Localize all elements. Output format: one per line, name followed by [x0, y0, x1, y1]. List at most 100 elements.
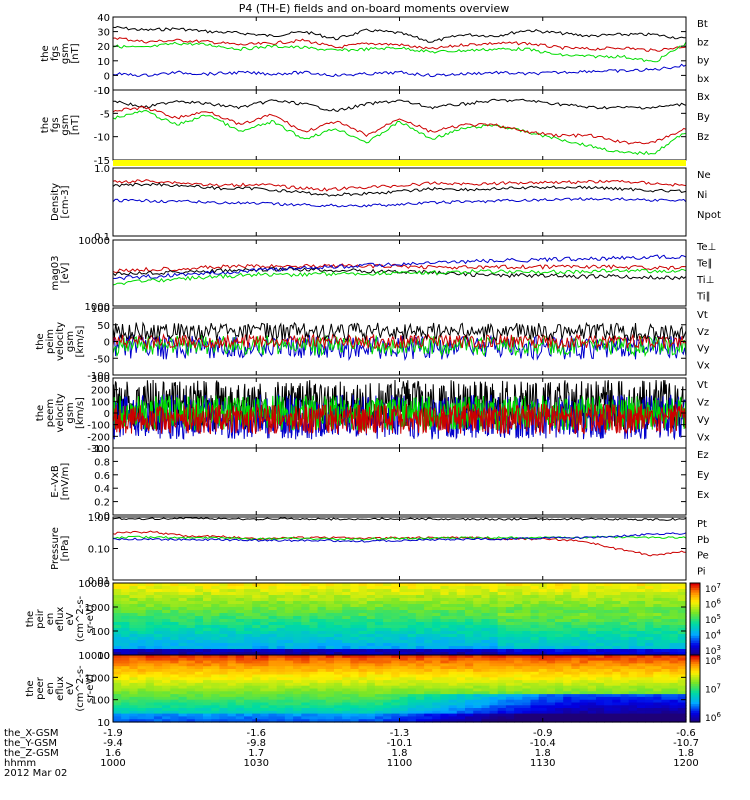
spectrogram-cell [194, 671, 204, 676]
spectrogram-cell [424, 607, 433, 611]
spectrogram-cell [366, 699, 376, 704]
panel9-ylabel-line: (cm^2-s- [75, 665, 86, 712]
spectrogram-cell [530, 652, 540, 656]
spectrogram-cell [448, 719, 458, 723]
spectrogram-cell [342, 643, 351, 647]
spectrogram-cell [677, 688, 687, 692]
spectrogram-cell [334, 595, 343, 599]
colorbar-label: 105 [705, 613, 721, 626]
spectrogram-cell [374, 646, 384, 650]
spectrogram-cell [260, 688, 270, 692]
spectrogram-cell [293, 655, 302, 659]
panel5-tick: 100 [91, 397, 110, 408]
spectrogram-cell [612, 674, 622, 678]
spectrogram-cell [186, 702, 196, 706]
spectrogram-cell [563, 589, 572, 593]
spectrogram-cell [260, 671, 270, 676]
spectrogram-cell [194, 699, 204, 704]
panel3-ylabel-line: [eV] [60, 263, 71, 284]
spectrogram-cell [538, 625, 548, 629]
spectrogram-cell [579, 601, 589, 605]
spectrogram-cell [522, 625, 532, 629]
spectrogram-cell [546, 592, 556, 596]
spectrogram-cell [424, 708, 433, 712]
spectrogram-cell [571, 634, 581, 638]
spectrogram-cell [497, 694, 507, 698]
spectrogram-cell [317, 643, 327, 647]
spectrogram-cell [178, 713, 188, 717]
spectrogram-cell [170, 716, 180, 720]
spectrogram-cell [473, 694, 482, 698]
colorbar-segment [690, 628, 700, 632]
spectrogram-cell [235, 719, 245, 723]
spectrogram-cell [530, 680, 540, 684]
spectrogram-cell [505, 604, 515, 608]
spectrogram-cell [186, 674, 196, 678]
spectrogram-cell [399, 677, 409, 681]
spectrogram-cell [571, 688, 581, 692]
spectrogram-cell [546, 719, 556, 723]
spectrogram-cell [563, 702, 572, 706]
spectrogram-cell [121, 613, 130, 617]
spectrogram-cell [538, 702, 548, 706]
spectrogram-cell [456, 708, 466, 712]
spectrogram-cell [235, 628, 245, 632]
spectrogram-cell [276, 604, 286, 608]
spectrogram-cell [530, 682, 540, 687]
spectrogram-cell [293, 607, 302, 611]
spectrogram-cell [546, 702, 556, 706]
spectrogram-cell [227, 607, 237, 611]
colorbar-segment [690, 599, 700, 603]
spectrogram-cell [399, 619, 409, 623]
spectrogram-cell [374, 616, 384, 620]
spectrogram-cell [301, 598, 311, 602]
spectrogram-cell [170, 637, 180, 641]
spectrogram-cell [186, 616, 196, 620]
spectrogram-cell [604, 685, 613, 690]
spectrogram-cell [391, 719, 401, 723]
spectrogram-cell [342, 657, 351, 662]
spectrogram-cell [178, 669, 188, 673]
spectrogram-cell [325, 669, 335, 673]
spectrogram-cell [661, 592, 671, 596]
spectrogram-cell [260, 694, 270, 698]
spectrogram-cell [293, 604, 302, 608]
spectrogram-cell [522, 592, 532, 596]
spectrogram-cell [661, 688, 671, 692]
spectrogram-cell [235, 643, 245, 647]
series-line-by [112, 41, 687, 63]
spectrogram-cell [448, 625, 458, 629]
spectrogram-cell [268, 598, 278, 602]
spectrogram-cell [194, 586, 204, 590]
spectrogram-cell [587, 705, 597, 709]
spectrogram-cell [628, 604, 638, 608]
spectrogram-cell [129, 583, 139, 587]
spectrogram-cell [284, 607, 294, 611]
spectrogram-cell [219, 640, 229, 644]
spectrogram-cell [309, 696, 319, 701]
spectrogram-cell [612, 595, 622, 599]
spectrogram-cell [121, 719, 130, 723]
series-line-vz [112, 402, 687, 435]
spectrogram-cell [587, 613, 597, 617]
spectrogram-cell [383, 628, 392, 632]
colorbar-segment [690, 590, 700, 594]
spectrogram-cell [448, 702, 458, 706]
spectrogram-cell [334, 685, 343, 690]
spectrogram-cell [227, 660, 237, 664]
spectrogram-cell [137, 655, 147, 659]
spectrogram-cell [194, 680, 204, 684]
spectrogram-cell [194, 634, 204, 638]
spectrogram-cell [203, 685, 212, 690]
colorbar-segment [690, 585, 700, 589]
spectrogram-cell [186, 613, 196, 617]
spectrogram-cell [194, 655, 204, 659]
spectrogram-cell [604, 669, 613, 673]
spectrogram-cell [211, 583, 220, 587]
spectrogram-cell [383, 688, 392, 692]
spectrogram-cell [473, 663, 482, 667]
spectrogram-cell [350, 680, 360, 684]
spectrogram-cell [374, 719, 384, 723]
spectrogram-cell [399, 682, 409, 687]
spectrogram-cell [563, 646, 572, 650]
